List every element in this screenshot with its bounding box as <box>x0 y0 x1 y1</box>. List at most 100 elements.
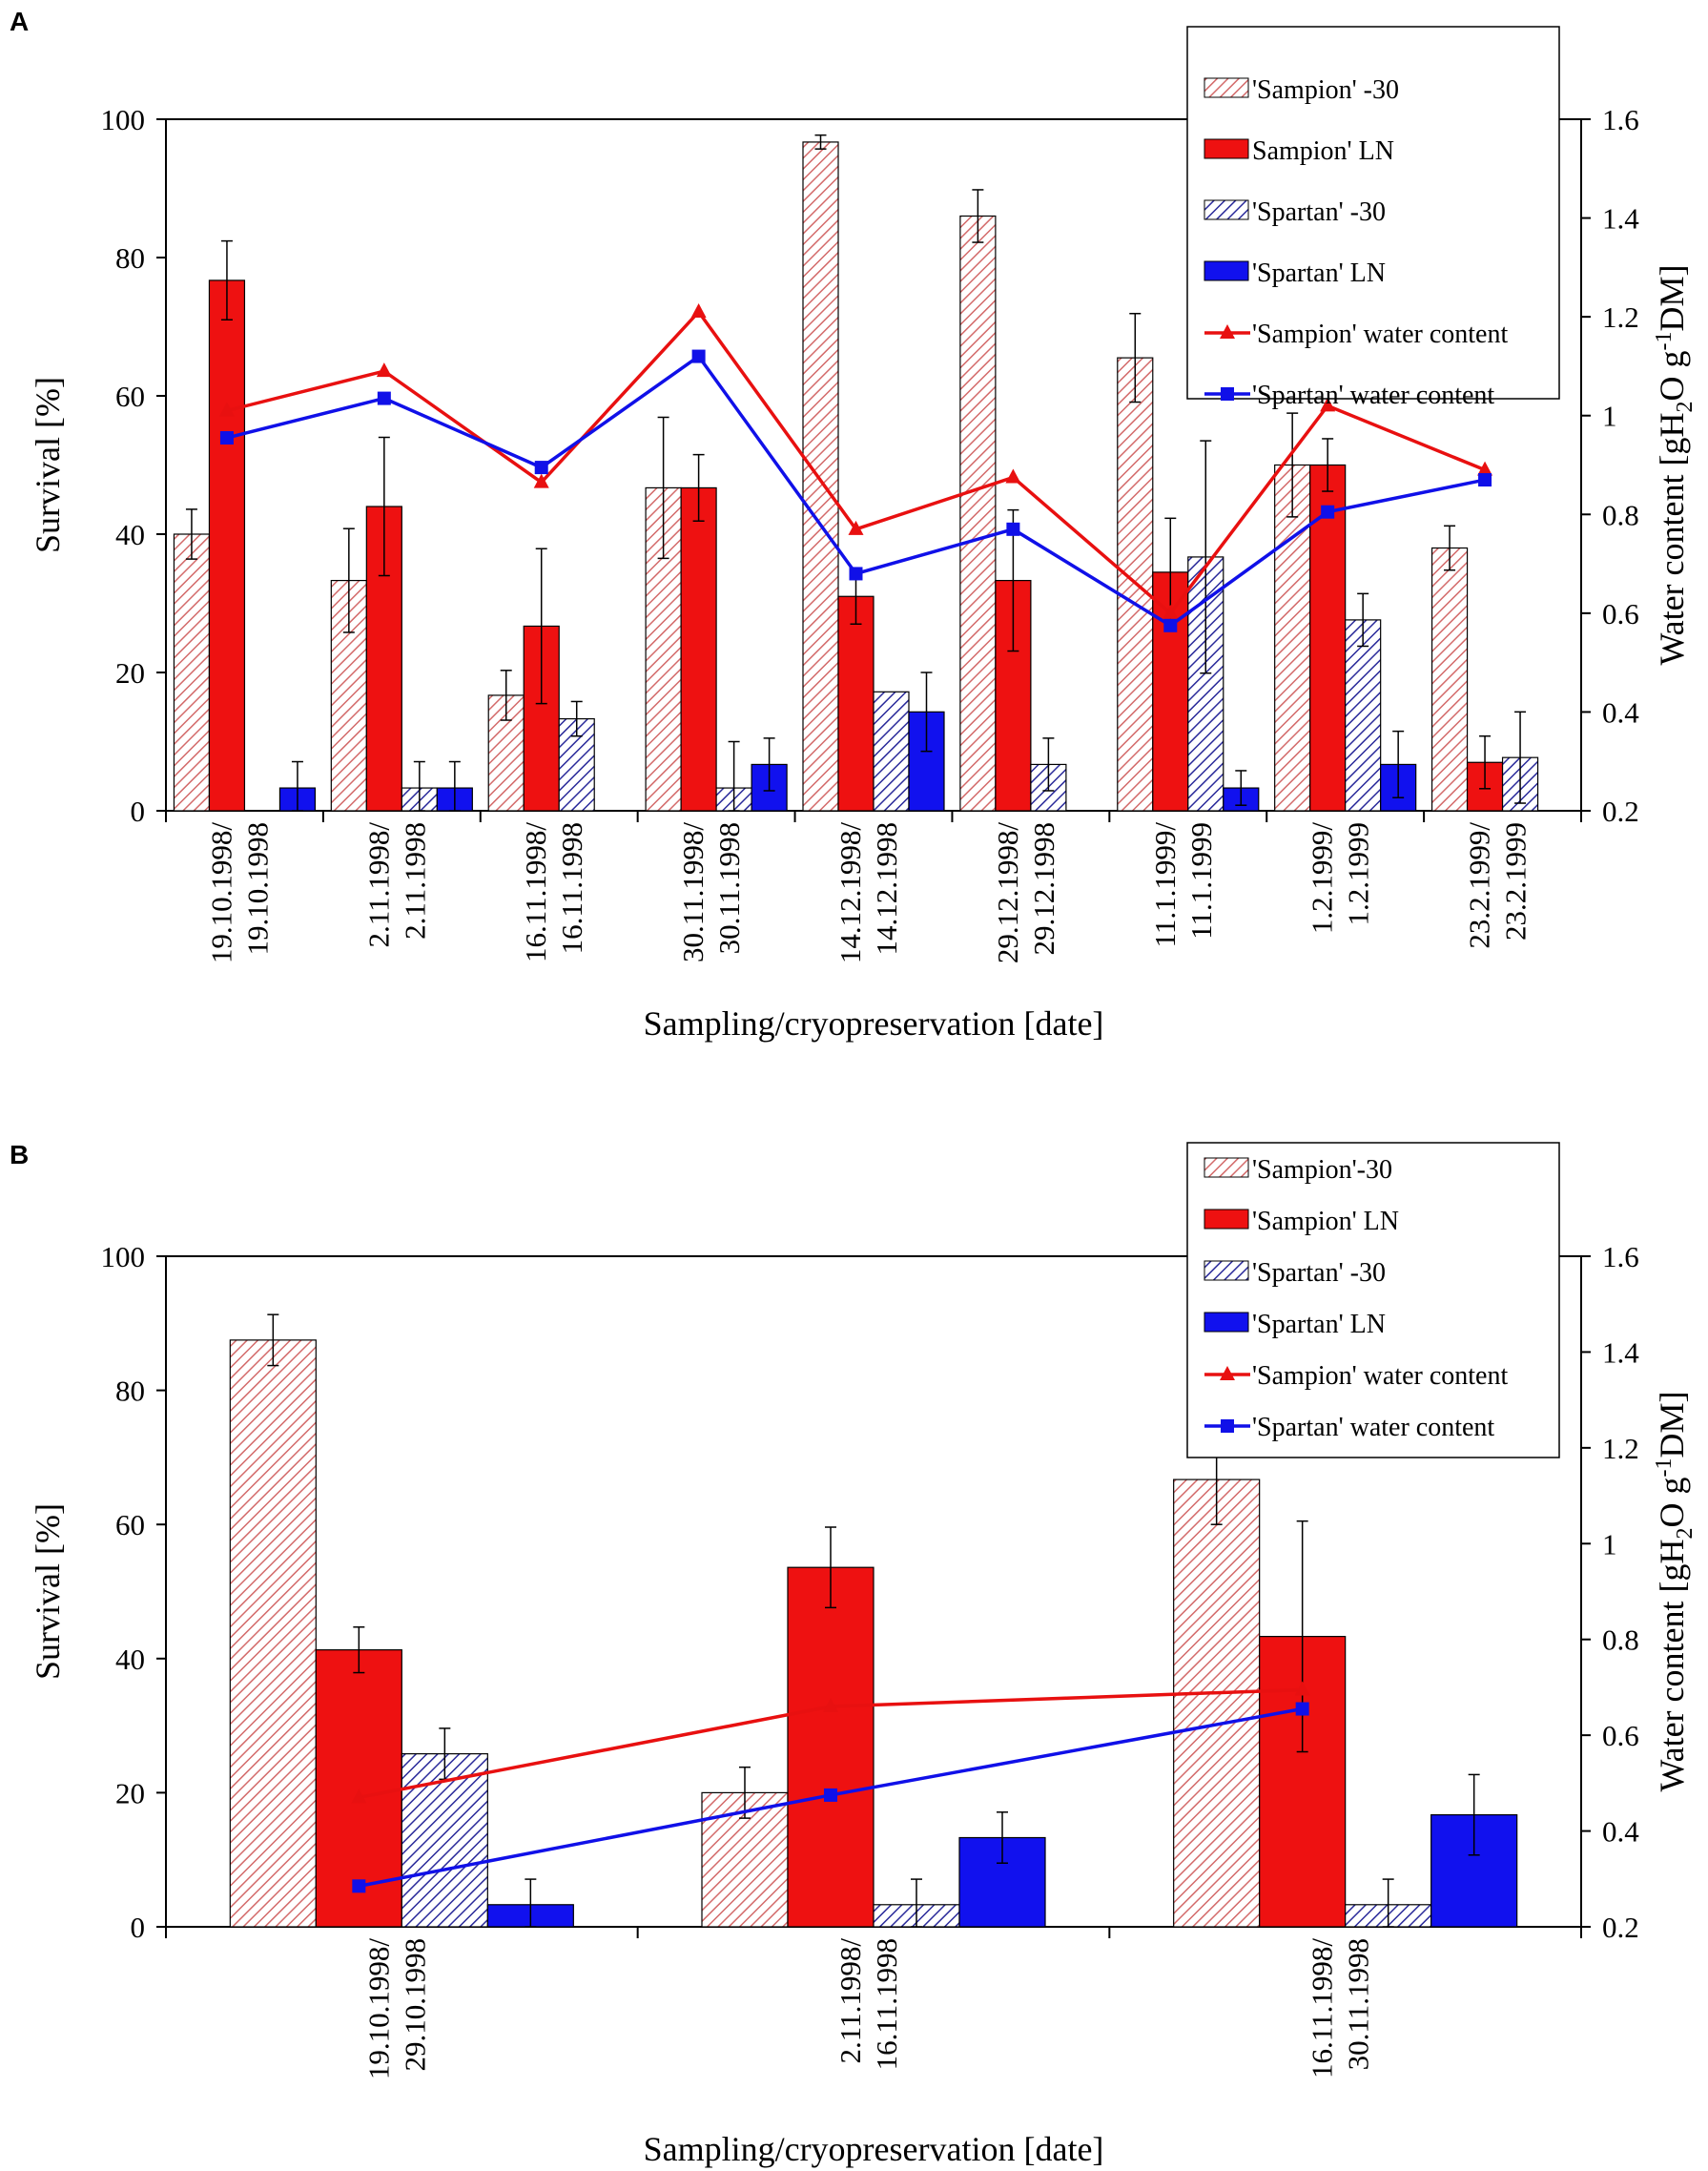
y2-title-subscript: 2 <box>1673 1528 1698 1540</box>
category-label: 16.11.1998 <box>555 822 588 954</box>
panel-letter: B <box>10 1140 29 1169</box>
y2-tick-label: 1.4 <box>1602 1335 1639 1369</box>
category-label: 29.10.1998 <box>398 1938 431 2072</box>
y-axis-title: Survival [%] <box>29 1503 67 1680</box>
y-tick-label: 40 <box>115 518 145 551</box>
category-label: 1.2.1999 <box>1342 822 1375 926</box>
square-marker <box>1163 619 1177 632</box>
category-label: 11.1.1999/ <box>1148 822 1182 948</box>
y2-tick-label: 1.6 <box>1602 1240 1639 1273</box>
category-label: 19.10.1998/ <box>361 1938 395 2080</box>
triangle-marker <box>691 303 707 318</box>
bar <box>1346 620 1381 811</box>
category-label: 29.12.1998/ <box>991 822 1024 964</box>
legend-swatch <box>1204 200 1248 219</box>
legend-square-marker <box>1221 1419 1234 1433</box>
square-marker <box>1478 473 1492 486</box>
figure: A 0 20 40 60 80 100 0.2 0.4 0.6 0.8 1 1.2 1.4 1.6 19.10… <box>0 0 1708 2171</box>
legend-label: 'Spartan' water content <box>1252 381 1494 410</box>
legend-label: 'Spartan' LN <box>1252 1310 1386 1339</box>
bar <box>681 487 716 811</box>
y2-tick-label: 1 <box>1602 1527 1617 1561</box>
square-marker <box>1296 1703 1309 1716</box>
legend-swatch <box>1204 1261 1248 1280</box>
legend-label: 'Sampion' water content <box>1252 320 1508 349</box>
triangle-marker <box>1005 468 1020 483</box>
legend-swatch <box>1204 78 1248 97</box>
y2-tick-label: 0.4 <box>1602 1815 1639 1849</box>
bar <box>874 692 909 811</box>
y2-title-part: Water content [gH <box>1653 413 1691 666</box>
category-label: 14.12.1998/ <box>833 822 867 964</box>
bar <box>174 534 209 811</box>
square-marker <box>850 567 863 580</box>
x-axis-title: Sampling/cryopreservation [date] <box>644 2130 1104 2168</box>
panel-b: B 0 20 40 60 80 100 0.2 0.4 0.6 0.8 1 1.2 1.4 1.6 19.10… <box>10 1140 1698 2168</box>
y-tick-label: 0 <box>131 795 146 828</box>
legend-label: 'Spartan' LN <box>1252 258 1386 288</box>
square-marker <box>535 461 548 474</box>
legend-swatch <box>1204 1158 1248 1177</box>
legend-label: 'Spartan' -30 <box>1252 1258 1386 1288</box>
legend-box <box>1187 1143 1559 1458</box>
legend-swatch <box>1204 1313 1248 1332</box>
legend-label: 'Sampion' -30 <box>1252 75 1399 105</box>
square-marker <box>824 1788 837 1802</box>
category-label: 2.11.1998/ <box>361 822 395 948</box>
y2-title-part: O g <box>1653 1478 1691 1528</box>
y2-axis-title: Water content [gH2O g-1DM] <box>1652 1392 1698 1792</box>
y2-tick-label: 1 <box>1602 400 1617 433</box>
y2-tick-label: 0.2 <box>1602 1911 1639 1944</box>
y-tick-label: 60 <box>115 380 145 413</box>
category-label: 30.11.1998 <box>712 822 746 954</box>
y2-title-superscript: -1 <box>1652 332 1677 351</box>
category-label: 11.1.1999 <box>1184 822 1218 940</box>
y2-title-subscript: 2 <box>1673 402 1698 413</box>
legend-square-marker <box>1221 387 1234 401</box>
category-label: 19.10.1998 <box>240 822 274 956</box>
y-tick-label: 100 <box>101 103 146 136</box>
y2-title-part: Water content [gH <box>1653 1540 1691 1792</box>
y-axis-title: Survival [%] <box>29 377 67 553</box>
panel-letter: A <box>10 7 29 36</box>
y2-title-part: DM] <box>1653 1392 1691 1458</box>
square-marker <box>1006 523 1019 536</box>
y-tick-label: 60 <box>115 1508 145 1541</box>
panel-a: A 0 20 40 60 80 100 0.2 0.4 0.6 0.8 1 1.2 1.4 1.6 19.10… <box>10 7 1698 1043</box>
y-tick-label: 80 <box>115 1375 145 1408</box>
category-label: 2.11.1998 <box>398 822 431 940</box>
x-axis-title: Sampling/cryopreservation [date] <box>644 1004 1104 1043</box>
legend-label: 'Sampion' LN <box>1252 1207 1399 1236</box>
bar <box>803 142 838 811</box>
category-label: 16.11.1998 <box>870 1938 903 2070</box>
y2-tick-label: 0.8 <box>1602 1623 1639 1657</box>
y2-tick-label: 1.2 <box>1602 1432 1639 1465</box>
y-tick-label: 40 <box>115 1643 145 1676</box>
triangle-marker <box>377 362 392 377</box>
square-marker <box>1321 506 1334 519</box>
category-label: 16.11.1998/ <box>519 822 552 962</box>
legend-label: 'Spartan' -30 <box>1252 197 1386 227</box>
y2-tick-label: 1.6 <box>1602 103 1639 136</box>
bar <box>1432 548 1468 812</box>
category-label: 16.11.1998/ <box>1306 1938 1339 2078</box>
category-label: 23.2.1999/ <box>1463 822 1496 949</box>
y2-tick-label: 0.6 <box>1602 597 1639 631</box>
y2-tick-label: 0.4 <box>1602 695 1639 729</box>
legend-swatch <box>1204 261 1248 280</box>
legend-label: 'Sampion' water content <box>1252 1361 1508 1391</box>
y2-title-part: DM] <box>1653 265 1691 332</box>
category-label: 2.11.1998/ <box>833 1938 867 2064</box>
category-label: 23.2.1999 <box>1499 822 1533 941</box>
y2-tick-label: 0.6 <box>1602 1719 1639 1752</box>
y2-tick-label: 0.2 <box>1602 795 1639 828</box>
category-label: 1.2.1999/ <box>1306 822 1339 935</box>
legend-label: Sampion' LN <box>1252 136 1394 166</box>
y2-tick-label: 0.8 <box>1602 498 1639 531</box>
y2-tick-label: 1.4 <box>1602 202 1639 236</box>
category-label: 30.11.1998/ <box>676 822 710 962</box>
y-tick-label: 20 <box>115 1776 145 1809</box>
y-tick-label: 100 <box>101 1240 146 1273</box>
y-tick-label: 20 <box>115 656 145 690</box>
category-label: 14.12.1998 <box>870 822 903 956</box>
